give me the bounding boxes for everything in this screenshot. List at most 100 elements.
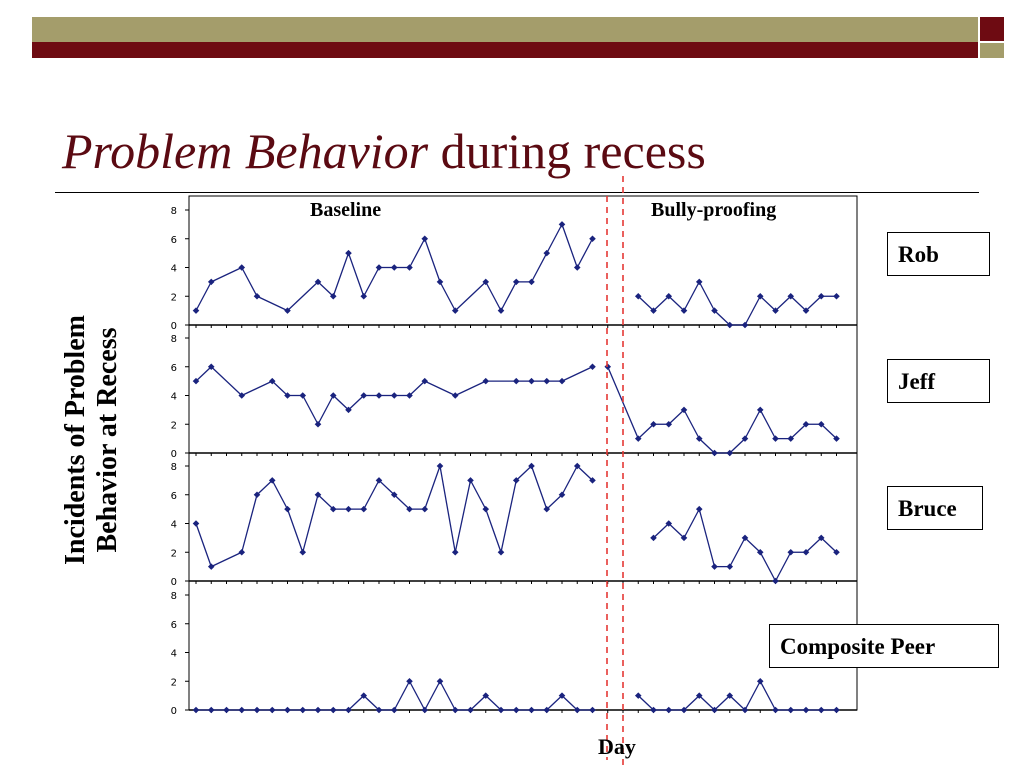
data-point xyxy=(482,278,490,286)
series-line-segment xyxy=(271,480,289,510)
series-line-segment xyxy=(790,423,807,440)
y-tick-label: 8 xyxy=(171,206,177,217)
series-line-segment xyxy=(348,395,365,411)
series-line-segment xyxy=(424,380,456,397)
data-point xyxy=(390,706,398,714)
data-point xyxy=(634,292,642,300)
data-point xyxy=(482,692,490,699)
data-point xyxy=(497,706,505,714)
data-point xyxy=(741,706,749,714)
data-point xyxy=(543,505,551,513)
data-point xyxy=(528,278,535,286)
series-line-segment xyxy=(561,224,578,268)
data-point xyxy=(238,264,246,271)
data-point xyxy=(375,264,383,271)
y-tick-label: 4 xyxy=(171,392,177,403)
data-point xyxy=(589,363,596,371)
data-point xyxy=(421,377,429,385)
series-line-segment xyxy=(317,494,334,510)
data-point xyxy=(833,435,840,442)
data-point xyxy=(329,392,337,399)
data-point xyxy=(512,278,520,286)
series-line-segment xyxy=(759,680,777,711)
data-point xyxy=(695,505,703,513)
data-point xyxy=(360,505,368,513)
series-line-segment xyxy=(775,295,792,312)
data-point xyxy=(787,706,795,714)
series-line-segment xyxy=(698,508,716,567)
data-point xyxy=(833,292,840,300)
data-point xyxy=(436,462,444,470)
data-point xyxy=(573,264,581,271)
data-point xyxy=(436,677,444,685)
data-point xyxy=(345,505,352,513)
data-point xyxy=(634,692,642,699)
data-point xyxy=(375,706,383,714)
panel-label-composite-peer: Composite Peer xyxy=(769,624,999,668)
series-line-segment xyxy=(759,409,777,439)
series-line-segment xyxy=(576,465,593,481)
series-line-segment xyxy=(363,480,380,510)
slide-title: Problem Behavior during recess xyxy=(62,122,706,180)
data-point xyxy=(787,435,795,442)
series-line-segment xyxy=(378,479,395,496)
data-point xyxy=(238,548,246,556)
series-line-segment xyxy=(408,680,426,711)
data-point xyxy=(543,706,551,714)
data-point xyxy=(680,534,688,542)
data-point xyxy=(817,706,825,714)
series-line-segment xyxy=(347,252,365,297)
series-line-segment xyxy=(729,537,746,567)
series-line-segment xyxy=(393,494,410,510)
y-tick-label: 0 xyxy=(171,577,177,588)
series-line-segment xyxy=(668,409,685,425)
data-point xyxy=(329,706,337,714)
series-line-segment xyxy=(210,266,243,283)
series-line-segment xyxy=(439,281,456,311)
data-point xyxy=(284,307,291,314)
series-line-segment xyxy=(683,409,700,439)
data-point xyxy=(528,377,535,385)
data-point xyxy=(192,377,200,385)
data-point xyxy=(207,363,215,371)
data-point xyxy=(589,706,596,714)
series-line-segment xyxy=(287,281,319,312)
data-point xyxy=(512,706,520,714)
data-point xyxy=(756,406,764,414)
data-point xyxy=(665,420,673,428)
title-rest: during recess xyxy=(440,123,706,179)
data-point xyxy=(406,264,413,271)
data-point xyxy=(207,278,215,286)
phase-label-bully-proofing: Bully-proofing xyxy=(651,199,777,221)
series-line-segment xyxy=(241,494,258,553)
y-tick-label: 2 xyxy=(171,548,177,559)
series-line-segment xyxy=(469,480,487,510)
series-line-segment xyxy=(744,409,761,439)
data-point xyxy=(726,449,734,457)
series-line-segment xyxy=(668,295,685,312)
series-line-segment xyxy=(195,366,212,382)
data-point xyxy=(299,392,307,399)
data-point xyxy=(451,307,459,314)
y-tick-label: 0 xyxy=(171,321,177,332)
data-point xyxy=(238,392,246,399)
data-point xyxy=(329,505,337,513)
data-point xyxy=(711,307,718,314)
series-line-segment xyxy=(653,295,670,312)
series-line-segment xyxy=(637,423,654,440)
series-line-segment xyxy=(714,695,731,711)
series-line-segment xyxy=(774,551,792,582)
data-point xyxy=(543,377,551,385)
data-point xyxy=(787,548,795,556)
series-line-segment xyxy=(607,366,639,439)
data-point xyxy=(406,677,413,685)
data-point xyxy=(329,292,337,300)
data-point xyxy=(817,534,825,542)
data-point xyxy=(268,377,276,385)
data-point xyxy=(711,563,718,570)
series-line-segment xyxy=(348,695,365,711)
title-italic: Problem Behavior xyxy=(62,123,429,179)
series-line-segment xyxy=(424,465,441,510)
data-point xyxy=(802,548,810,556)
data-point xyxy=(756,677,764,685)
